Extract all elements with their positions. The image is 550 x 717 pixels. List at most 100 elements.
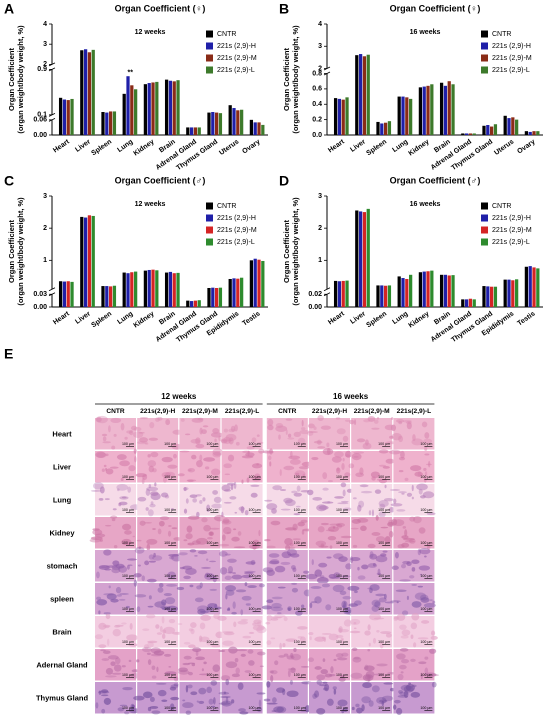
- tissue-texture: [103, 697, 112, 705]
- tissue-texture: [90, 490, 102, 492]
- tissue-texture: [134, 546, 145, 554]
- tissue-image: 100 μm: [393, 612, 438, 648]
- tissue-texture: [95, 451, 106, 458]
- bar: [218, 287, 223, 307]
- tissue-texture: [110, 417, 122, 424]
- bar: [143, 84, 148, 135]
- tissue-texture: [411, 484, 414, 492]
- scale-bar-label: 100 μm: [249, 442, 261, 446]
- tissue-texture: [237, 620, 248, 625]
- tissue-texture: [199, 500, 203, 504]
- tissue-image: 100 μm: [390, 418, 435, 451]
- tissue-texture: [115, 563, 125, 569]
- bar: [109, 111, 113, 135]
- tissue-texture: [374, 601, 381, 608]
- tissue-texture: [240, 653, 246, 657]
- tissue-texture: [324, 683, 330, 692]
- bar: [66, 100, 70, 135]
- tissue-texture: [280, 561, 291, 566]
- tissue-texture: [170, 696, 180, 701]
- tissue-texture: [276, 687, 286, 693]
- tissue-texture: [226, 608, 231, 611]
- tissue-texture: [234, 657, 239, 663]
- bar: [405, 278, 409, 307]
- tissue-image: 100 μm: [179, 417, 223, 450]
- scale-bar-label: 100 μm: [122, 706, 134, 710]
- bar: [240, 109, 244, 135]
- tissue-texture: [401, 629, 411, 636]
- tissue-texture: [157, 587, 164, 593]
- tissue-texture: [144, 560, 150, 566]
- tissue-texture: [213, 697, 216, 705]
- tissue-texture: [183, 508, 188, 514]
- significance-mark: **: [127, 70, 133, 77]
- tissue-texture: [195, 656, 206, 661]
- tissue-texture: [265, 621, 271, 625]
- bar: [236, 110, 240, 135]
- bar: [401, 96, 405, 135]
- tissue-texture: [277, 586, 286, 589]
- tissue-texture: [261, 605, 273, 610]
- tissue-texture: [424, 471, 428, 477]
- tissue-texture: [410, 622, 418, 630]
- bar: [486, 286, 490, 307]
- tissue-texture: [227, 558, 237, 563]
- tissue-texture: [278, 434, 281, 440]
- scale-bar-label: 100 μm: [294, 508, 306, 512]
- tissue-texture: [167, 571, 176, 579]
- tissue-background: [393, 550, 435, 582]
- tissue-texture: [398, 456, 406, 461]
- tissue-texture: [244, 509, 249, 516]
- y-axis-label: Organ Coefficient: [282, 48, 291, 111]
- tissue-texture: [373, 419, 379, 424]
- tissue-texture: [401, 658, 410, 664]
- tissue-texture: [301, 604, 305, 609]
- tissue-texture: [225, 589, 235, 596]
- bar: [337, 281, 342, 307]
- bar: [443, 274, 448, 307]
- tissue-texture: [378, 511, 386, 518]
- tissue-texture: [195, 443, 205, 449]
- tissue-texture: [173, 683, 179, 687]
- bar: [515, 279, 519, 307]
- tissue-texture: [110, 661, 116, 667]
- bar: [376, 285, 380, 307]
- tissue-texture: [163, 653, 172, 657]
- tissue-texture: [218, 550, 228, 557]
- tissue-background: [309, 583, 350, 615]
- y-axis-label: (organ weight/body weight, %): [16, 25, 25, 134]
- tissue-texture: [225, 585, 237, 592]
- tissue-texture: [312, 693, 317, 699]
- scale-bar-label: 100 μm: [420, 541, 432, 545]
- y-tick-label: 3: [43, 41, 47, 48]
- tissue-texture: [339, 628, 350, 633]
- tissue-texture: [418, 565, 431, 571]
- tissue-texture: [163, 626, 176, 635]
- tissue-texture: [167, 530, 172, 537]
- tissue-texture: [250, 492, 258, 498]
- tissue-texture: [221, 439, 233, 442]
- tissue-texture: [148, 595, 152, 600]
- tissue-image: 100 μm: [179, 514, 226, 549]
- legend-label: CNTR: [492, 31, 511, 38]
- tissue-texture: [101, 689, 109, 694]
- tissue-texture: [350, 527, 359, 530]
- tissue-texture: [279, 469, 282, 477]
- tissue-texture: [268, 553, 280, 558]
- tissue-texture: [111, 672, 122, 675]
- column-label: 221s(2,9)-M: [354, 408, 390, 415]
- tissue-texture: [333, 688, 337, 695]
- tissue-texture: [301, 530, 305, 535]
- tissue-texture: [372, 563, 376, 567]
- tissue-texture: [309, 602, 313, 609]
- bar: [362, 212, 367, 307]
- tissue-texture: [256, 692, 266, 695]
- scale-bar-label: 100 μm: [164, 640, 176, 644]
- tissue-texture: [188, 469, 192, 472]
- tissue-texture: [300, 427, 306, 431]
- tissue-texture: [194, 597, 204, 603]
- tissue-texture: [133, 695, 145, 701]
- tissue-image: 100 μm: [178, 549, 221, 583]
- tissue-texture: [197, 550, 208, 555]
- tissue-texture: [269, 448, 273, 455]
